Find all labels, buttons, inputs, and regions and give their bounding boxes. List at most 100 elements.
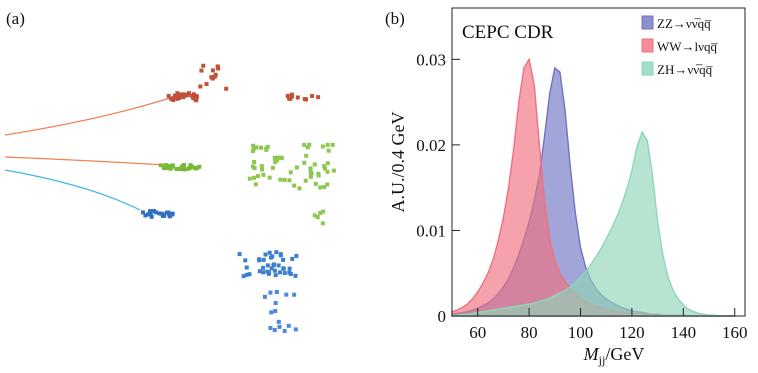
- hit: [261, 270, 266, 275]
- hit: [276, 319, 281, 324]
- hit: [263, 252, 268, 257]
- hit: [247, 272, 252, 277]
- hit: [182, 162, 187, 167]
- hit: [174, 166, 179, 171]
- hit: [302, 160, 307, 165]
- hit: [276, 263, 281, 268]
- hit: [293, 327, 298, 332]
- panel-label: (a): [6, 9, 25, 28]
- hit: [304, 153, 309, 158]
- hit: [286, 323, 291, 328]
- hit: [313, 181, 318, 186]
- hit: [187, 166, 192, 171]
- hit: [325, 142, 330, 147]
- x-axis-label-part: /GeV: [605, 344, 644, 364]
- hit: [148, 212, 153, 217]
- hit: [180, 164, 185, 169]
- hit: [265, 263, 270, 268]
- hit: [252, 146, 257, 151]
- plot-frame: [451, 7, 746, 317]
- hit: [237, 252, 242, 257]
- hit: [331, 168, 336, 173]
- hit: [267, 250, 272, 255]
- hit: [268, 325, 273, 330]
- hit: [326, 148, 331, 153]
- hit: [290, 256, 295, 261]
- legend-label: ZZ→νν̅qq̅: [657, 16, 712, 31]
- hit: [320, 221, 325, 226]
- hit: [252, 166, 257, 171]
- hit: [315, 215, 320, 220]
- hit: [171, 96, 176, 101]
- hit: [322, 164, 327, 169]
- x-tick-label: 120: [619, 323, 645, 342]
- hit: [293, 273, 298, 278]
- hit: [252, 175, 257, 180]
- hit: [199, 68, 204, 73]
- y-tick-label: 0.03: [416, 50, 446, 69]
- hit: [254, 145, 259, 150]
- legend-swatch: [641, 38, 654, 53]
- hit: [166, 94, 171, 99]
- hit: [287, 266, 292, 271]
- hit: [278, 177, 283, 182]
- hit: [269, 310, 274, 315]
- hit: [259, 164, 264, 169]
- annotation: CEPC CDR: [462, 22, 554, 43]
- x-tick-label: 140: [671, 323, 697, 342]
- hit: [166, 164, 171, 169]
- hit: [264, 147, 269, 152]
- hit: [169, 96, 174, 101]
- hit: [302, 97, 307, 102]
- hit: [194, 98, 199, 103]
- hit: [250, 149, 255, 154]
- hit: [285, 93, 290, 98]
- legend-swatch: [641, 15, 654, 30]
- hit: [325, 161, 330, 166]
- hit: [175, 91, 180, 96]
- hit: [288, 271, 293, 276]
- hit: [282, 271, 287, 276]
- hit: [261, 265, 266, 270]
- hit: [282, 177, 287, 182]
- hit: [259, 145, 264, 150]
- hit: [152, 209, 157, 214]
- hit: [303, 178, 308, 183]
- hit: [157, 211, 162, 216]
- hit: [273, 301, 278, 306]
- hit: [322, 185, 327, 190]
- hit: [197, 164, 202, 169]
- hit: [308, 172, 313, 177]
- hit: [272, 268, 277, 273]
- hit: [287, 178, 292, 183]
- track: [4, 97, 171, 136]
- hit: [180, 167, 185, 172]
- hit: [191, 95, 196, 100]
- x-axis-label: Mjj/GeV: [583, 344, 645, 367]
- hit: [243, 258, 248, 263]
- hit: [176, 166, 181, 171]
- hit: [312, 162, 317, 167]
- hit: [316, 95, 321, 100]
- hit: [292, 183, 297, 188]
- hit: [277, 324, 282, 329]
- x-tick-label: 80: [521, 323, 538, 342]
- hit: [216, 66, 221, 71]
- hit: [252, 159, 257, 164]
- hit: [162, 213, 167, 218]
- hit: [215, 64, 220, 69]
- hit: [278, 253, 283, 258]
- hit: [307, 142, 312, 147]
- hit: [288, 96, 293, 101]
- hit: [295, 95, 300, 100]
- legend-swatch: [641, 61, 654, 76]
- hit: [274, 290, 279, 295]
- area: [451, 130, 735, 317]
- hit: [244, 265, 249, 270]
- plot: 60 80 100 120 140 160 0 0.01 0.02 0.03 A.U./0.4 Ge…: [388, 7, 747, 367]
- hit: [183, 93, 188, 98]
- y-tick-label: 0: [438, 307, 447, 326]
- hit: [325, 182, 330, 187]
- hit: [186, 91, 191, 96]
- hit: [269, 266, 274, 271]
